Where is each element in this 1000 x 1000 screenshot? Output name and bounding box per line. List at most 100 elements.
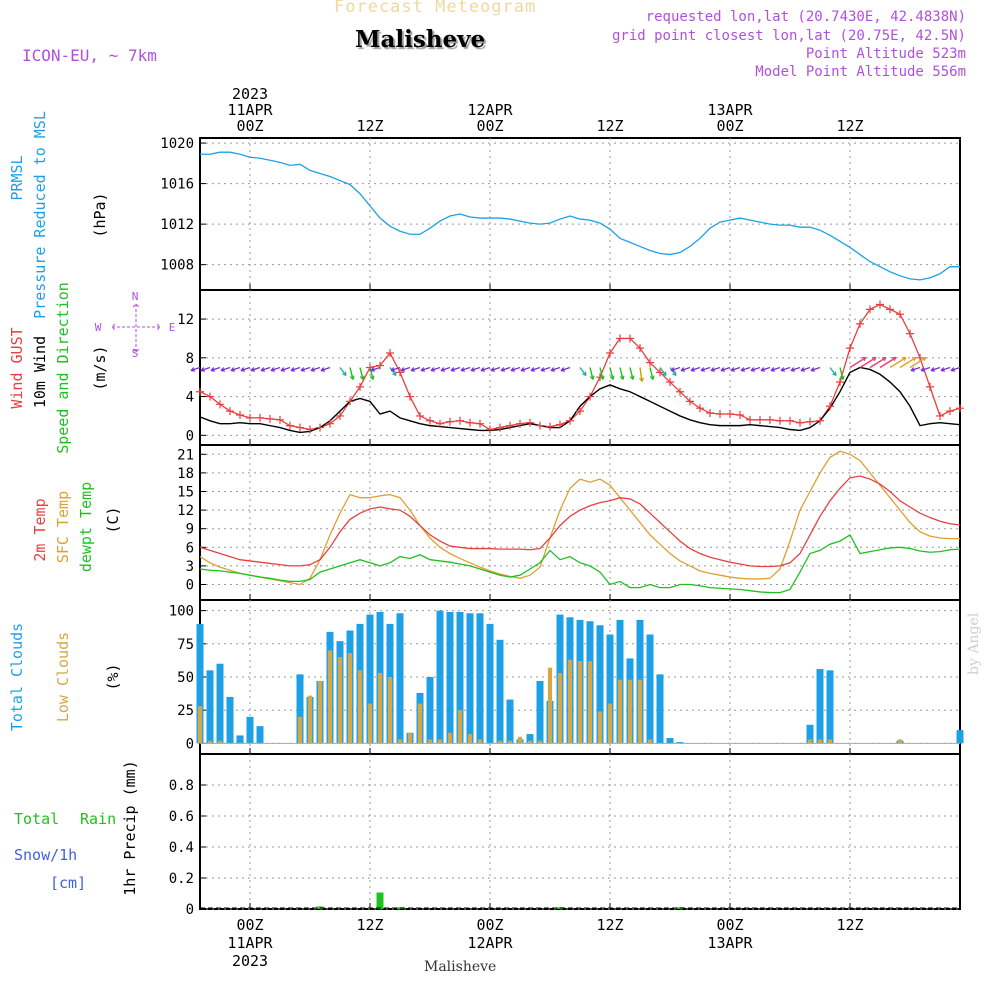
top-time-label: 00Z bbox=[476, 117, 503, 135]
wind-arrow bbox=[190, 366, 201, 372]
wind-arrow-head bbox=[390, 367, 396, 372]
bottom-time-label: 12Z bbox=[836, 916, 863, 934]
low-cloud-bar bbox=[457, 710, 463, 744]
bottom-time-label: 12Z bbox=[356, 916, 383, 934]
total-cloud-bar bbox=[806, 724, 814, 744]
wind-arrow-head bbox=[200, 367, 206, 372]
wind-arrow-head bbox=[670, 367, 676, 372]
gust-marker bbox=[656, 368, 664, 377]
wind-arrow-head bbox=[440, 367, 446, 372]
wind-arrow-head bbox=[609, 375, 615, 380]
gridpoint-coords: grid point closest lon,lat (20.75E, 42.5… bbox=[611, 28, 966, 44]
low-cloud-bar bbox=[617, 679, 623, 744]
wind-arrow-head bbox=[649, 375, 655, 380]
gust-marker bbox=[676, 387, 684, 396]
temp-ytick-label: 9 bbox=[186, 522, 194, 538]
total-cloud-bar bbox=[606, 634, 614, 744]
low-cloud-bar bbox=[357, 670, 363, 744]
low-cloud-bar bbox=[367, 703, 373, 744]
wind-arrow bbox=[829, 367, 837, 376]
compass-n: N bbox=[132, 290, 139, 303]
gust-marker bbox=[686, 397, 694, 406]
wind-arrow bbox=[589, 367, 594, 380]
wind-arrow-head bbox=[342, 371, 347, 377]
wind-arrow bbox=[370, 366, 381, 372]
wind-arrow bbox=[690, 366, 701, 372]
total-cloud-bar bbox=[666, 738, 674, 744]
wind-arrow bbox=[390, 366, 401, 372]
precip-legend-snow: Snow/1h bbox=[14, 846, 77, 864]
wind-arrow bbox=[550, 366, 561, 372]
gust-marker bbox=[556, 420, 564, 429]
total-cloud-bar bbox=[426, 677, 434, 744]
temp-ytick-label: 12 bbox=[177, 503, 194, 519]
gust-marker bbox=[566, 416, 574, 425]
precip-frame bbox=[199, 753, 961, 910]
gust-marker bbox=[206, 392, 214, 401]
wind-label-gust: Wind GUST bbox=[8, 327, 26, 408]
rain-bar bbox=[376, 892, 384, 909]
gust-marker bbox=[926, 382, 934, 391]
wind-arrow-head bbox=[921, 356, 927, 362]
gust-marker bbox=[826, 402, 834, 411]
total-cloud-bar bbox=[536, 680, 544, 744]
dewpoint-line bbox=[199, 533, 961, 594]
wind-arrow bbox=[490, 366, 501, 372]
wind-arrow-head bbox=[940, 367, 946, 372]
wind-arrow-head bbox=[891, 356, 897, 362]
low-cloud-bar bbox=[517, 736, 523, 744]
requested-coords: requested lon,lat (20.7430E, 42.4838N) bbox=[645, 9, 966, 25]
total-cloud-bar bbox=[496, 639, 504, 744]
total-cloud-bar bbox=[646, 634, 654, 744]
location-title: Malisheve bbox=[355, 26, 486, 53]
gust-marker bbox=[236, 410, 244, 419]
total-cloud-bar bbox=[366, 614, 374, 744]
low-cloud-bar bbox=[627, 679, 633, 744]
precip-legend-unit: [cm] bbox=[50, 874, 86, 892]
total-cloud-bar bbox=[676, 742, 684, 744]
bottom-time-label: 13APR bbox=[707, 934, 753, 952]
gust-marker bbox=[616, 334, 624, 343]
wind-arrow bbox=[400, 366, 411, 372]
wind-arrow-head bbox=[220, 367, 226, 372]
gust-marker bbox=[746, 415, 754, 424]
wind-arrow bbox=[200, 366, 211, 372]
pressure-unit: (hPa) bbox=[91, 192, 109, 237]
gust-marker bbox=[536, 421, 544, 430]
wind-arrow bbox=[250, 366, 261, 372]
wind-arrow bbox=[260, 366, 271, 372]
total-cloud-bar bbox=[956, 730, 964, 744]
wind-arrow-head bbox=[690, 367, 696, 372]
wind-arrow bbox=[420, 366, 431, 372]
wind-arrow-head bbox=[450, 367, 456, 372]
low-cloud-bar bbox=[377, 673, 383, 744]
wind-arrow-head bbox=[260, 367, 266, 372]
total-cloud-bar bbox=[446, 611, 454, 744]
wind-arrow bbox=[909, 356, 927, 369]
wind-arrow-head bbox=[810, 367, 816, 372]
bottom-time-label: 2023 bbox=[232, 952, 268, 970]
temp-label-sfc: SFC Temp bbox=[54, 491, 72, 563]
gust-marker bbox=[626, 334, 634, 343]
gust-marker bbox=[456, 416, 464, 425]
top-time-label: 12APR bbox=[467, 101, 513, 119]
wind-arrow-head bbox=[582, 371, 587, 377]
wind-arrow-head bbox=[510, 367, 516, 372]
wind-line bbox=[199, 366, 961, 434]
precip-ytick-label: 0.8 bbox=[169, 778, 194, 794]
temp-unit: (C) bbox=[104, 506, 122, 533]
wind-arrow-head bbox=[911, 356, 917, 362]
gust-marker bbox=[416, 411, 424, 420]
gust-marker bbox=[586, 392, 594, 401]
gust-marker bbox=[426, 416, 434, 425]
gust-marker bbox=[836, 378, 844, 387]
gust-marker bbox=[216, 400, 224, 409]
temp-ytick-label: 15 bbox=[177, 485, 194, 501]
wind-arrow-head bbox=[270, 367, 276, 372]
gust-marker bbox=[576, 407, 584, 416]
gust-marker bbox=[606, 348, 614, 357]
low-cloud-bar bbox=[497, 740, 503, 744]
total-cloud-bar bbox=[656, 674, 664, 744]
wind-arrow-head bbox=[520, 367, 526, 372]
